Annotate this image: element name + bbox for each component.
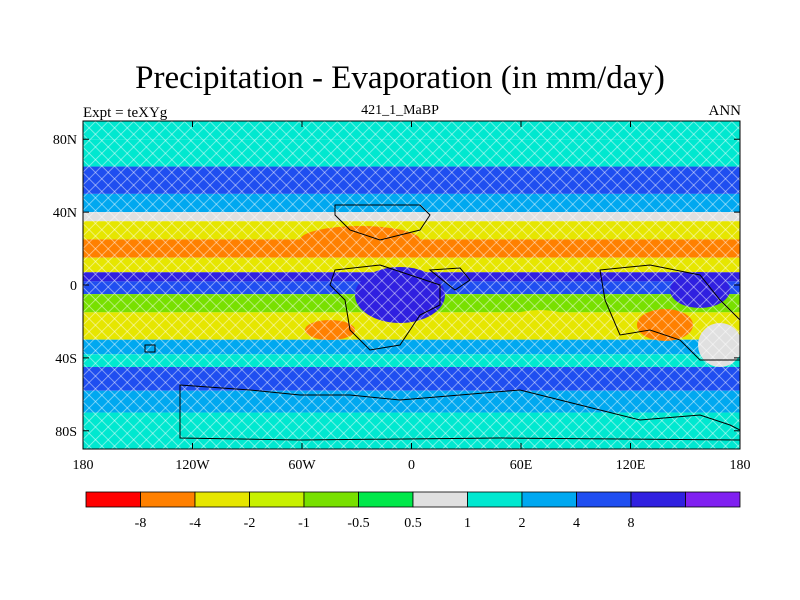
colorbar-label: -2	[244, 516, 256, 531]
colorbar-label: 0.5	[404, 516, 422, 531]
colorbar-swatch	[358, 491, 414, 508]
colorbar-swatch	[412, 491, 468, 508]
colorbar-label: -0.5	[347, 516, 369, 531]
colorbar-swatch	[194, 491, 250, 508]
x-tick-label: 120E	[616, 458, 646, 473]
colorbar-swatch	[630, 491, 686, 508]
y-tick-label: 40S	[55, 352, 77, 367]
colorbar-label: 4	[573, 516, 580, 531]
x-tick-label: 180	[730, 458, 751, 473]
y-axis: 80N 40N 0 40S 80S	[53, 133, 740, 440]
colorbar-swatch	[303, 491, 359, 508]
colorbar-swatch	[576, 491, 632, 508]
colorbar-swatch	[140, 491, 196, 508]
colorbar-label: 8	[628, 516, 635, 531]
x-tick-label: 0	[408, 458, 415, 473]
colorbar-swatch	[85, 491, 141, 508]
x-tick-label: 180	[73, 458, 94, 473]
colorbar-swatch	[685, 491, 741, 508]
colorbar: -8 -4 -2 -1 -0.5 0.5 1 2 4 8	[85, 491, 741, 531]
experiment-label: Expt = teXYg	[83, 105, 168, 121]
colorbar-label: -8	[135, 516, 147, 531]
colorbar-label: 1	[464, 516, 471, 531]
region-blob	[83, 121, 740, 449]
season-label: ANN	[708, 103, 742, 119]
y-tick-label: 80N	[53, 133, 77, 148]
y-tick-label: 40N	[53, 206, 77, 221]
x-tick-label: 120W	[175, 458, 210, 473]
colorbar-swatch	[249, 491, 305, 508]
coastlines	[144, 204, 740, 441]
chart-title: Precipitation - Evaporation (in mm/day)	[135, 60, 665, 96]
period-label: 421_1_MaBP	[361, 103, 439, 118]
colorbar-label: 2	[519, 516, 526, 531]
y-tick-label: 0	[70, 279, 77, 294]
colorbar-swatch	[521, 491, 577, 508]
x-tick-label: 60W	[288, 458, 316, 473]
x-axis: 180 120W 60W 0 60E 120E 180	[73, 121, 751, 473]
x-tick-label: 60E	[510, 458, 533, 473]
colorbar-label: -4	[189, 516, 201, 531]
colorbar-label: -1	[298, 516, 310, 531]
y-tick-label: 80S	[55, 425, 77, 440]
colorbar-swatch	[467, 491, 523, 508]
